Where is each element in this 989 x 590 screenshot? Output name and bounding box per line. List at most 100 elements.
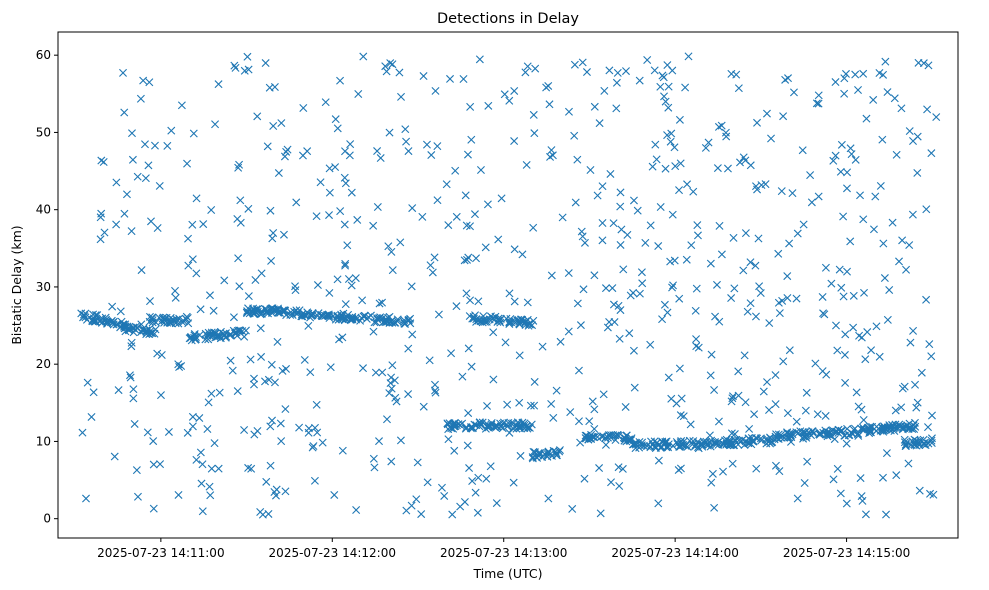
detection-marker [869, 225, 878, 234]
detection-marker [382, 415, 391, 424]
detection-marker [277, 119, 286, 128]
detection-marker [407, 282, 416, 291]
x-axis-ticks: 2025-07-23 14:11:00 2025-07-23 14:12:00 20… [97, 538, 910, 560]
detection-marker [149, 460, 158, 469]
detection-marker [286, 310, 295, 319]
detection-marker [413, 458, 422, 467]
detection-marker [756, 289, 765, 298]
detection-marker [831, 78, 840, 87]
detection-marker [684, 52, 693, 61]
detection-marker [913, 398, 922, 407]
detection-marker [270, 378, 279, 387]
detection-marker [247, 464, 256, 473]
detection-marker [841, 330, 850, 339]
x-tick-label-1: 2025-07-23 14:12:00 [269, 546, 396, 560]
detection-marker [199, 220, 208, 229]
detection-marker [842, 439, 851, 448]
detection-marker [464, 344, 473, 353]
detection-marker [816, 428, 825, 437]
detection-marker [228, 366, 237, 375]
detection-marker [897, 104, 906, 113]
detection-marker [463, 150, 472, 159]
detection-marker [654, 456, 663, 465]
detection-marker [351, 274, 360, 283]
detection-marker [843, 424, 852, 433]
detection-marker [233, 331, 242, 340]
detection-marker [788, 189, 797, 198]
detection-marker [875, 352, 884, 361]
detection-marker [822, 370, 831, 379]
detection-marker [358, 296, 367, 305]
detection-marker [609, 219, 618, 228]
detection-marker [793, 494, 802, 503]
detection-marker [771, 400, 780, 409]
detection-marker [515, 351, 524, 360]
detection-marker [821, 263, 830, 272]
detection-marker [207, 206, 216, 214]
detection-marker [97, 209, 106, 218]
detection-marker [359, 52, 368, 61]
y-tick-label-5: 50 [36, 125, 51, 139]
detection-marker [204, 335, 213, 344]
y-tick-label-6: 60 [36, 48, 51, 62]
detection-marker [689, 187, 698, 196]
detection-marker [195, 414, 204, 423]
detection-marker [214, 464, 223, 473]
detection-marker [908, 437, 917, 446]
detection-marker [839, 292, 848, 301]
detection-marker [183, 428, 192, 437]
detection-marker [444, 435, 453, 444]
detection-marker [922, 205, 931, 214]
detection-marker [343, 241, 352, 250]
detection-marker [732, 70, 741, 79]
detection-marker [806, 171, 815, 180]
detection-marker [146, 297, 154, 306]
detection-marker [744, 434, 753, 443]
detection-marker [861, 355, 870, 364]
detection-marker [156, 391, 165, 400]
detection-marker [280, 152, 289, 161]
detection-marker [278, 306, 287, 315]
detection-marker [344, 275, 353, 283]
detection-marker [821, 411, 830, 420]
detection-marker [641, 238, 650, 247]
detection-marker [667, 129, 676, 138]
detection-marker [203, 425, 212, 433]
detection-marker [849, 425, 858, 434]
detection-marker [530, 377, 539, 386]
detection-marker [198, 460, 207, 469]
detection-marker [266, 422, 275, 431]
detection-marker [215, 388, 224, 397]
detection-marker [341, 261, 350, 270]
detection-marker [775, 309, 784, 318]
detection-marker [243, 52, 252, 61]
detection-marker [658, 437, 667, 446]
detection-marker [552, 386, 561, 395]
detection-marker [240, 66, 249, 75]
detection-marker [256, 324, 265, 333]
detection-marker [878, 473, 887, 482]
detection-marker [822, 430, 831, 439]
detection-marker [843, 267, 852, 276]
detection-marker [426, 261, 435, 270]
detection-marker [892, 150, 901, 159]
detection-marker [762, 439, 771, 448]
detection-marker [927, 352, 936, 361]
detection-marker [734, 84, 743, 93]
detection-marker [112, 178, 121, 187]
detection-marker [766, 439, 775, 448]
detection-marker [498, 424, 507, 433]
detection-marker [236, 196, 245, 205]
detection-marker [338, 446, 347, 455]
detection-marker [746, 258, 755, 267]
detection-marker [842, 499, 851, 508]
detection-marker [143, 428, 152, 437]
detection-marker [881, 57, 890, 66]
detection-marker [207, 389, 216, 398]
detection-marker [676, 411, 685, 420]
detection-marker [781, 75, 790, 84]
detection-marker [384, 242, 393, 251]
detection-marker [494, 235, 503, 244]
detection-marker [235, 282, 244, 291]
detection-marker [588, 397, 597, 406]
